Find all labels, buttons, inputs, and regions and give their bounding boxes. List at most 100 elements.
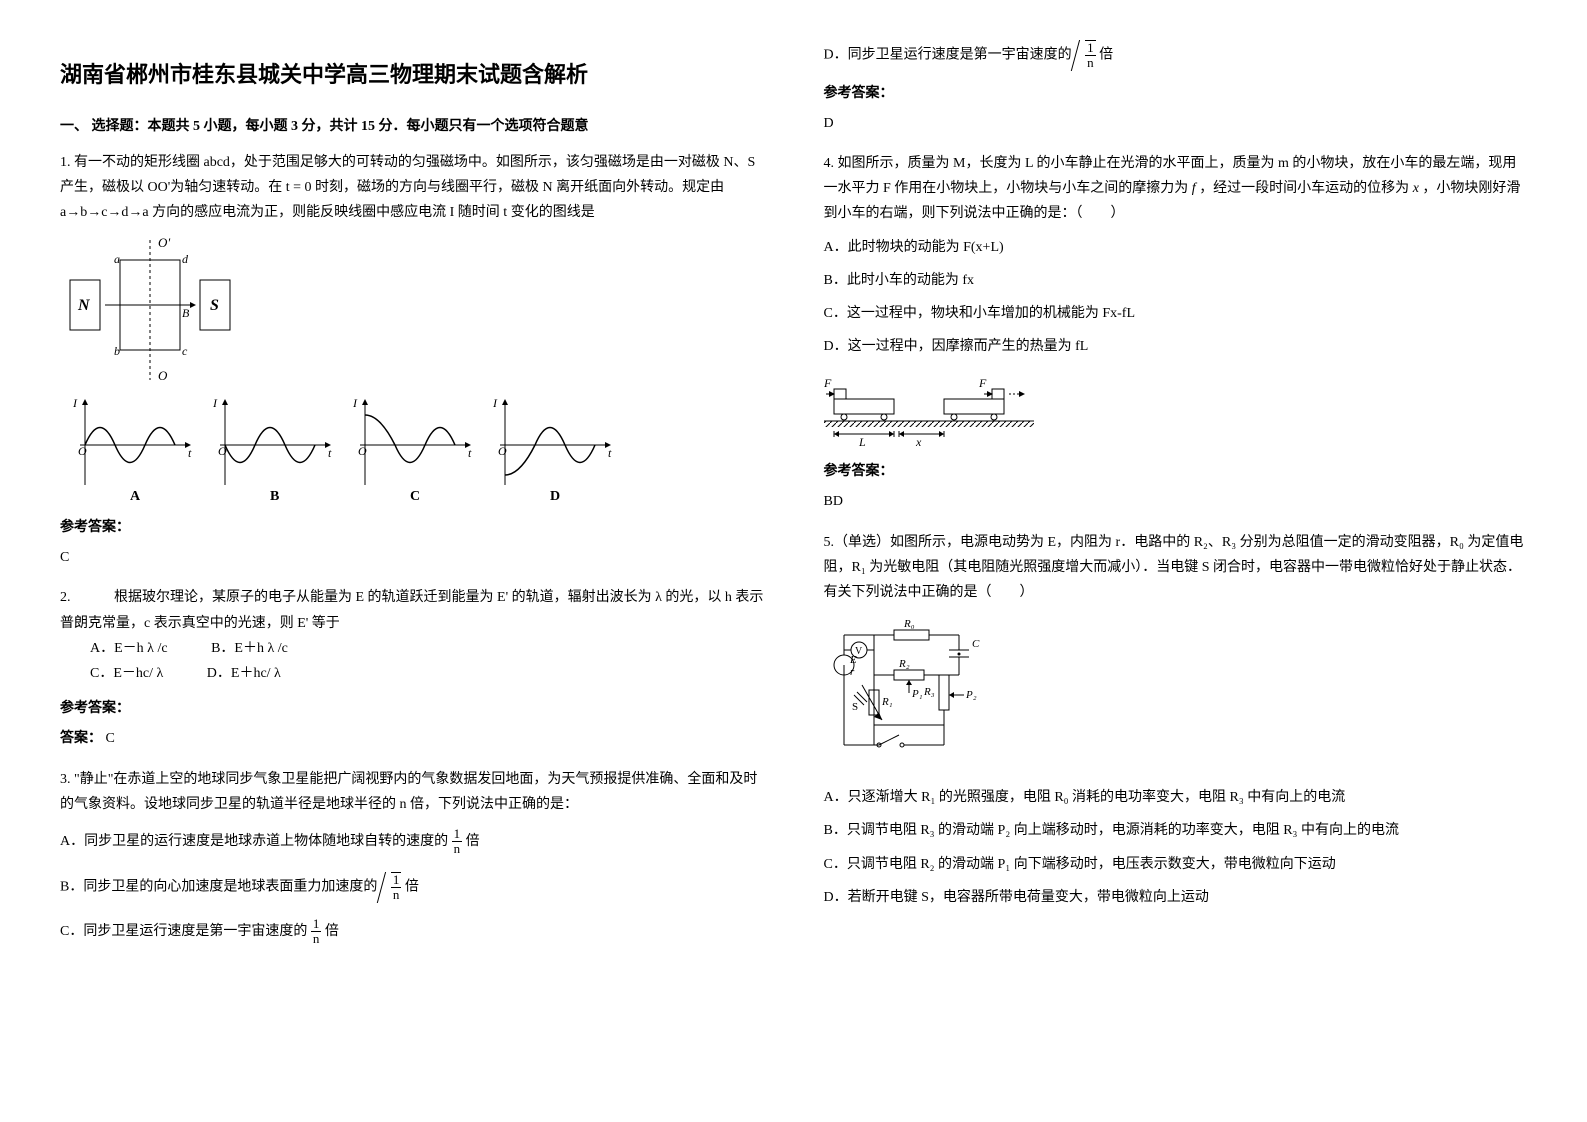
svg-text:L: L [858,435,866,449]
svg-text:V: V [855,646,863,657]
var-x: x [1413,181,1419,196]
problem-4-text: 4. 如图所示，质量为 M，长度为 L 的小车静止在光滑的水平面上，质量为 m … [824,151,1528,227]
svg-text:c: c [182,344,188,358]
problem-1: 1. 有一不动的矩形线圈 abcd，处于范围足够大的可转动的匀强磁场中。如图所示… [60,150,764,571]
svg-text:F: F [978,376,987,390]
svg-text:R₀: R₀ [903,618,915,630]
problem-4-text-mid: ，经过一段时间小车运动的位移为 [1199,181,1409,196]
svg-text:t: t [468,446,472,460]
answer-2: 答案： C [60,726,764,751]
option-2b: B．E＋h λ /c [211,636,288,661]
svg-text:A: A [130,489,141,504]
fraction-icon: 1n [452,827,463,857]
option-3a-suf: 倍 [466,834,480,849]
svg-text:N: N [77,297,91,314]
option-3d-suf: 倍 [1099,48,1113,63]
svg-text:I: I [352,396,358,410]
svg-text:x: x [915,435,922,449]
answer-label-4: 参考答案： [824,459,1528,484]
answer-2-prefix: 答案： [60,731,102,746]
problem-4: 4. 如图所示，质量为 M，长度为 L 的小车静止在光滑的水平面上，质量为 m … [824,151,1528,515]
option-5b: B．只调节电阻 R₃ 的滑动端 P₂ 向上端移动时，电源消耗的功率变大，电阻 R… [824,818,1528,843]
svg-text:S: S [852,701,858,713]
problem-2-options: A．E－h λ /c B．E＋h λ /c C．E－hc/ λ D．E＋hc/ … [90,636,764,686]
section-1-header: 一、 选择题：本题共 5 小题，每小题 3 分，共计 15 分．每小题只有一个选… [60,114,764,139]
option-4d: D．这一过程中，因摩擦而产生的热量为 fL [824,334,1528,359]
option-2c: C．E－hc/ λ [90,661,163,686]
sqrt-icon: 1n [381,872,402,903]
problem-5-figure: E r R₀ C [824,615,1528,775]
answer-1: C [60,545,764,570]
svg-text:B: B [182,306,190,320]
svg-text:I: I [212,396,218,410]
option-3c: C．同步卫星运行速度是第一宇宙速度的 1n 倍 [60,917,764,947]
svg-text:I: I [72,396,78,410]
answer-2-value: C [106,731,115,746]
svg-text:t: t [328,446,332,460]
problem-1-figure-setup: O' O a d b c N S B [60,235,764,385]
svg-text:C: C [972,638,980,650]
svg-text:r: r [850,666,855,678]
problem-4-figure: F F [824,369,1528,449]
document-title: 湖南省郴州市桂东县城关中学高三物理期末试题含解析 [60,55,764,95]
svg-text:b: b [114,344,120,358]
option-3b-pre: B．同步卫星的向心加速度是地球表面重力加速度的 [60,879,381,894]
answer-label-3: 参考答案： [824,81,1528,106]
label-O2: O [158,368,168,383]
svg-text:I: I [492,396,498,410]
option-5c: C．只调节电阻 R₂ 的滑动端 P₁ 向下端移动时，电压表示数变大，带电微粒向下… [824,852,1528,877]
option-4c: C．这一过程中，物块和小车增加的机械能为 Fx-fL [824,301,1528,326]
svg-text:O: O [498,444,507,458]
problem-1-text: 1. 有一不动的矩形线圈 abcd，处于范围足够大的可转动的匀强磁场中。如图所示… [60,150,764,226]
svg-text:P₂: P₂ [965,689,977,701]
svg-text:O: O [78,444,87,458]
svg-text:t: t [188,446,192,460]
right-column: D．同步卫星运行速度是第一宇宙速度的 1n 倍 参考答案： D 4. 如图所示，… [824,40,1528,962]
svg-text:a: a [114,252,120,266]
option-3b-suf: 倍 [405,879,419,894]
option-3c-suf: 倍 [325,924,339,939]
answer-4: BD [824,489,1528,514]
answer-label-1: 参考答案： [60,515,764,540]
svg-text:F: F [824,376,832,390]
problem-2-text: 根据玻尔理论，某原子的电子从能量为 E 的轨道跃迁到能量为 E' 的轨道，辐射出… [60,590,763,630]
svg-text:R₃: R₃ [923,686,935,698]
svg-text:R₂: R₂ [898,658,910,670]
sqrt-icon: 1n [1075,40,1096,71]
page-root: 湖南省郴州市桂东县城关中学高三物理期末试题含解析 一、 选择题：本题共 5 小题… [60,40,1527,962]
problem-2: 2. 根据玻尔理论，某原子的电子从能量为 E 的轨道跃迁到能量为 E' 的轨道，… [60,585,764,751]
svg-text:B: B [270,489,279,504]
option-4b: B．此时小车的动能为 fx [824,268,1528,293]
option-3b: B．同步卫星的向心加速度是地球表面重力加速度的 1n 倍 [60,872,764,903]
option-2d: D．E＋hc/ λ [207,661,281,686]
problem-5-text: 5.（单选）如图所示，电源电动势为 E，内阻为 r．电路中的 R₂、R₃ 分别为… [824,530,1528,606]
option-5d: D．若断开电键 S，电容器所带电荷量变大，带电微粒向上运动 [824,885,1528,910]
option-4a: A．此时物块的动能为 F(x+L) [824,235,1528,260]
svg-text:R₁: R₁ [881,696,893,708]
label-O1: O' [158,235,170,250]
svg-text:t: t [608,446,612,460]
var-f: f [1192,181,1196,196]
left-column: 湖南省郴州市桂东县城关中学高三物理期末试题含解析 一、 选择题：本题共 5 小题… [60,40,764,962]
problem-1-figure-options: I t O A I t O B [60,395,764,505]
svg-text:P₁: P₁ [911,688,923,700]
problem-3-text: 3. "静止"在赤道上空的地球同步气象卫星能把广阔视野内的气象数据发回地面，为天… [60,767,764,817]
option-2a: A．E－h λ /c [90,636,168,661]
option-3c-pre: C．同步卫星运行速度是第一宇宙速度的 [60,924,311,939]
answer-label-2: 参考答案： [60,696,764,721]
problem-5: 5.（单选）如图所示，电源电动势为 E，内阻为 r．电路中的 R₂、R₃ 分别为… [824,530,1528,910]
option-3a-pre: A．同步卫星的运行速度是地球赤道上物体随地球自转的速度的 [60,834,452,849]
problem-3: 3. "静止"在赤道上空的地球同步气象卫星能把广阔视野内的气象数据发回地面，为天… [60,767,764,947]
svg-text:C: C [410,489,420,504]
svg-text:O: O [358,444,367,458]
svg-text:D: D [550,489,560,504]
svg-text:d: d [182,252,189,266]
option-5a: A．只逐渐增大 R₁ 的光照强度，电阻 R₀ 消耗的电功率变大，电阻 R₃ 中有… [824,785,1528,810]
option-3d-pre: D．同步卫星运行速度是第一宇宙速度的 [824,48,1076,63]
option-3a: A．同步卫星的运行速度是地球赤道上物体随地球自转的速度的 1n 倍 [60,827,764,857]
problem-2-prefix: 2. [60,590,71,605]
fraction-icon: 1n [311,917,322,947]
problem-3-cont: D．同步卫星运行速度是第一宇宙速度的 1n 倍 参考答案： D [824,40,1528,136]
svg-text:S: S [210,297,219,314]
answer-3: D [824,111,1528,136]
